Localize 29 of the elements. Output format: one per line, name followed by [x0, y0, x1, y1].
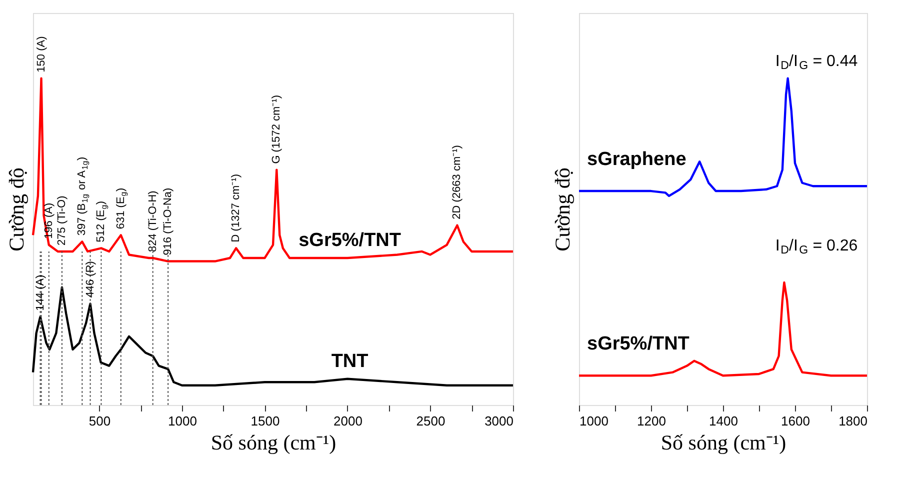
- x-tick-label: 2000: [334, 414, 362, 428]
- x-tick-label: 2500: [416, 414, 446, 428]
- annotation: 446 (R): [84, 261, 96, 298]
- annotation: 824 (Ti-O-H): [146, 190, 159, 252]
- x-tick-label: 1200: [637, 414, 666, 428]
- annotation: 2D (2663 cm⁻¹): [451, 145, 464, 220]
- series-label: sGr5%/TNT: [587, 334, 690, 355]
- annotation: 275 (Ti-O): [56, 196, 68, 246]
- x-tick-label: 500: [88, 414, 111, 428]
- series-label: sGraphene: [587, 149, 686, 170]
- x-tick-label: 1000: [580, 414, 608, 428]
- x-tick-label: 1000: [168, 414, 197, 428]
- x-tick-label: 1500: [250, 414, 280, 428]
- x-axis-title: Số sóng (cm⁻¹): [660, 430, 786, 454]
- x-axis-title: Số sóng (cm⁻¹): [210, 430, 336, 454]
- x-tick-label: 1800: [838, 414, 868, 428]
- annotation: D (1327 cm⁻¹): [230, 174, 242, 242]
- annotation: 150 (A): [35, 36, 48, 72]
- x-tick-label: 1600: [781, 414, 810, 428]
- annotation: G (1572 cm⁻¹): [270, 95, 283, 164]
- series-label: sGr5%/TNT: [298, 230, 402, 251]
- x-tick-label: 3000: [484, 414, 514, 428]
- y-axis-title: Cường độ: [4, 168, 28, 252]
- series-label: TNT: [331, 350, 369, 372]
- x-tick-label: 1400: [709, 414, 738, 428]
- annotation: 196 (A): [42, 202, 55, 239]
- annotation: 916 (Ti-O-Na): [162, 188, 174, 256]
- y-axis-title: Cường độ: [550, 168, 574, 252]
- annotation: 144 (A): [34, 274, 46, 311]
